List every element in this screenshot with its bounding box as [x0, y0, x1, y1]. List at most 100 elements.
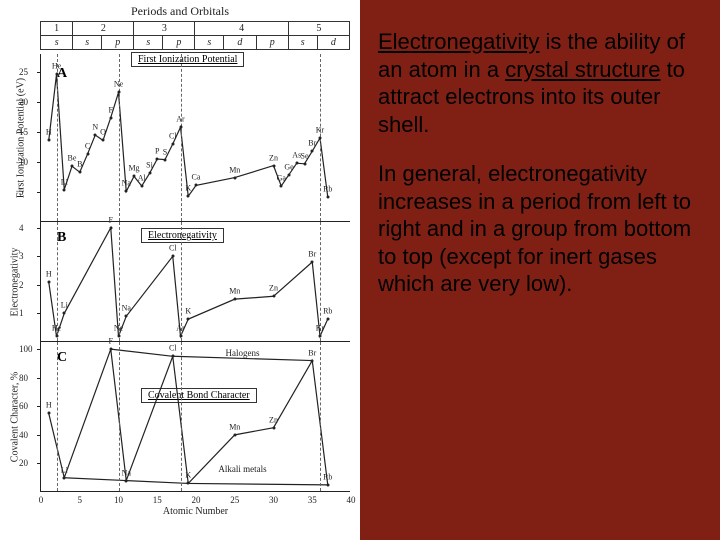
chart-b-lines: [41, 222, 350, 341]
data-point: [233, 176, 236, 179]
element-label: Ne: [114, 80, 123, 89]
orbital-cell: s: [73, 36, 102, 50]
data-point: [125, 479, 128, 482]
chart-c-covalent: C Covalent Bond Character Covalent Chara…: [40, 342, 350, 492]
orbital-cell: p: [163, 36, 195, 50]
element-label: Be: [68, 154, 77, 163]
data-point: [63, 476, 66, 479]
data-point: [47, 139, 50, 142]
chart-a-lines: [41, 54, 350, 221]
chart-b-electronegativity: B Electronegativity Electronegativity 12…: [40, 222, 350, 342]
text-panel: Electronegativity is the ability of an a…: [360, 0, 720, 540]
periods-row: 12345: [41, 22, 350, 36]
element-label: Li: [61, 465, 68, 474]
data-point: [280, 185, 283, 188]
term-crystal-structure: crystal structure: [505, 57, 660, 82]
data-point: [47, 412, 50, 415]
element-label: O: [100, 128, 106, 137]
element-label: Na: [122, 304, 131, 313]
orbital-cell: s: [134, 36, 163, 50]
data-point: [47, 281, 50, 284]
y-tick-label: 2: [19, 280, 24, 290]
element-label: Na: [122, 468, 131, 477]
element-label: S: [163, 147, 167, 156]
data-point: [295, 162, 298, 165]
x-tick-label: 5: [78, 495, 83, 505]
y-tick-label: 4: [19, 223, 24, 233]
element-label: C: [85, 142, 90, 151]
period-boundary-line: [181, 54, 182, 221]
orbital-cell: s: [195, 36, 224, 50]
element-label: Si: [146, 161, 153, 170]
orbital-cell: s: [41, 36, 73, 50]
period-boundary-line: [320, 342, 321, 491]
data-point: [148, 172, 151, 175]
orbital-cell: d: [224, 36, 256, 50]
data-point: [195, 184, 198, 187]
element-label: Ga: [277, 174, 286, 183]
element-label: F: [109, 337, 113, 346]
element-label: Mg: [128, 164, 139, 173]
data-point: [288, 173, 291, 176]
data-point: [109, 226, 112, 229]
period-boundary-line: [57, 54, 58, 221]
data-point: [109, 348, 112, 351]
period-boundary-line: [181, 342, 182, 491]
data-point: [233, 433, 236, 436]
element-label: H: [46, 270, 52, 279]
period-cell: 2: [73, 22, 134, 36]
y-tick-label: 20: [19, 458, 28, 468]
data-point: [164, 158, 167, 161]
element-label: Kr: [316, 324, 324, 333]
data-point: [133, 175, 136, 178]
orbital-cell: p: [102, 36, 134, 50]
y-tick-label: 80: [19, 373, 28, 383]
y-tick-label: 100: [19, 344, 33, 354]
element-label: Br: [308, 348, 316, 357]
period-boundary-line: [57, 342, 58, 491]
period-cell: 3: [134, 22, 195, 36]
element-label: Cl: [169, 244, 177, 253]
element-label: Kr: [316, 126, 324, 135]
period-cell: 4: [195, 22, 288, 36]
element-label: H: [46, 401, 52, 410]
data-point: [326, 483, 329, 486]
element-label: Zn: [269, 415, 278, 424]
chart-annotation: Alkali metals: [218, 464, 266, 474]
data-point: [187, 195, 190, 198]
orbital-cell: p: [256, 36, 288, 50]
charts-stack: A First Ionization Potential First Ioniz…: [12, 54, 356, 492]
element-label: F: [109, 215, 113, 224]
element-label: K: [185, 307, 191, 316]
data-point: [63, 312, 66, 315]
data-point: [303, 162, 306, 165]
chart-c-ylabel: Covalent Character, %: [10, 371, 21, 461]
period-boundary-line: [119, 342, 120, 491]
element-label: H: [46, 128, 52, 137]
y-tick-label: 25: [19, 67, 28, 77]
data-point: [272, 295, 275, 298]
data-point: [117, 335, 120, 338]
data-point: [311, 261, 314, 264]
data-point: [109, 116, 112, 119]
element-label: Br: [308, 139, 316, 148]
element-label: Li: [61, 301, 68, 310]
chart-annotation: Halogens: [226, 348, 260, 358]
x-axis-label: Atomic Number: [163, 506, 228, 517]
x-tick-label: 0: [39, 495, 44, 505]
data-point: [179, 335, 182, 338]
data-point: [55, 73, 58, 76]
x-tick-label: 30: [269, 495, 278, 505]
data-point: [125, 315, 128, 318]
element-label: F: [109, 105, 113, 114]
data-point: [319, 335, 322, 338]
term-electronegativity: Electronegativity: [378, 29, 539, 54]
period-cell: 1: [41, 22, 73, 36]
element-label: Cl: [169, 132, 177, 141]
element-label: B: [77, 160, 82, 169]
x-tick-label: 15: [153, 495, 162, 505]
element-label: Rb: [323, 472, 332, 481]
data-point: [94, 134, 97, 137]
element-label: Zn: [269, 284, 278, 293]
data-point: [125, 190, 128, 193]
